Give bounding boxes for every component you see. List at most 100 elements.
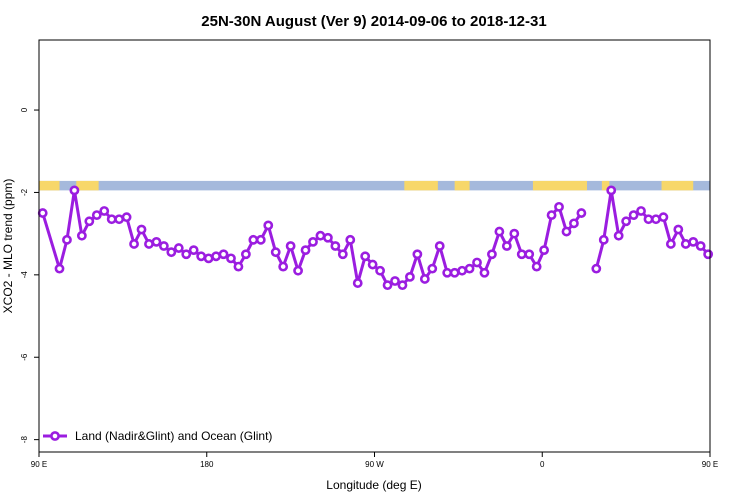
data-point — [457, 265, 468, 276]
data-point — [360, 251, 371, 262]
x-tick-label: 0 — [540, 460, 545, 469]
data-point — [248, 234, 259, 245]
land-band — [76, 180, 99, 191]
data-point — [293, 265, 303, 276]
data-point — [106, 214, 117, 225]
data-point — [434, 241, 445, 251]
land-band — [404, 180, 438, 191]
data-point — [479, 267, 490, 278]
data-point — [397, 280, 408, 291]
data-point — [561, 226, 572, 237]
data-point — [688, 236, 699, 247]
data-point — [91, 210, 102, 220]
data-point — [621, 216, 632, 227]
data-point — [308, 236, 318, 247]
data-point — [501, 241, 512, 251]
data-point — [136, 224, 147, 235]
data-point — [352, 278, 363, 288]
data-point — [218, 249, 229, 260]
data-point — [658, 212, 669, 223]
data-point — [382, 280, 393, 291]
data-point — [37, 208, 48, 218]
data-point — [69, 185, 80, 196]
data-point — [606, 185, 617, 196]
land-band — [454, 180, 470, 191]
chart-title: 25N-30N August (Ver 9) 2014-09-06 to 201… — [201, 13, 546, 30]
data-point — [62, 234, 72, 245]
data-point — [211, 251, 221, 262]
data-point — [76, 230, 87, 241]
x-tick-label: 90 E — [31, 460, 47, 469]
data-point — [144, 239, 154, 249]
data-point — [524, 249, 535, 260]
land-band — [601, 180, 610, 191]
data-point — [643, 214, 654, 225]
data-point — [539, 245, 550, 256]
data-point — [375, 265, 385, 276]
data-point — [628, 210, 639, 220]
data-point — [367, 259, 378, 270]
data-point — [240, 249, 251, 260]
y-tick-label: -2 — [20, 188, 29, 196]
data-point — [188, 245, 199, 256]
data-point — [695, 241, 706, 251]
data-point — [487, 249, 497, 260]
x-axis-label: Longitude (deg E) — [326, 478, 421, 492]
data-point — [270, 247, 281, 258]
data-point — [263, 220, 274, 231]
y-axis-label: XCO2 - MLO trend (ppm) — [1, 179, 15, 314]
data-point — [323, 232, 333, 243]
land-band — [39, 180, 60, 191]
data-point — [330, 241, 341, 251]
y-axis: 0 -2 -4 -6 -8 — [20, 107, 39, 443]
data-series — [37, 185, 714, 291]
plot-frame — [38, 39, 711, 453]
data-point — [665, 239, 676, 249]
data-point — [278, 261, 289, 272]
data-point — [166, 247, 177, 258]
data-point — [151, 236, 162, 247]
data-point — [427, 263, 438, 274]
data-point — [233, 261, 244, 272]
data-point — [569, 218, 579, 229]
data-point — [390, 276, 400, 286]
data-point — [54, 263, 65, 274]
land-band — [661, 180, 694, 191]
data-point — [203, 253, 214, 264]
data-point — [531, 261, 542, 272]
data-point — [636, 206, 646, 216]
data-point — [173, 243, 184, 253]
data-point — [680, 239, 691, 249]
x-tick-label: 180 — [200, 460, 214, 469]
data-point — [84, 216, 95, 227]
data-point — [494, 226, 505, 237]
data-point — [546, 210, 557, 220]
x-tick-label: 90 W — [365, 460, 384, 469]
data-point — [121, 212, 132, 223]
data-point — [158, 241, 169, 251]
data-point — [464, 263, 475, 274]
data-point — [703, 249, 714, 260]
legend: Land (Nadir&Glint) and Ocean (Glint) — [43, 429, 272, 443]
data-point — [226, 253, 236, 264]
data-point — [285, 241, 296, 251]
land-band — [532, 180, 587, 191]
ocean-band — [39, 180, 710, 191]
legend-label: Land (Nadir&Glint) and Ocean (Glint) — [75, 429, 272, 443]
data-point — [181, 249, 192, 260]
y-tick-label: -6 — [20, 353, 29, 361]
y-tick-label: -4 — [20, 271, 29, 279]
data-point — [598, 234, 609, 245]
x-axis: 90 E 180 90 W 0 90 E — [31, 452, 718, 469]
data-point — [442, 267, 453, 278]
data-point — [405, 271, 415, 282]
data-point — [315, 230, 326, 241]
y-tick-label: 0 — [20, 107, 29, 112]
data-point — [651, 214, 661, 225]
data-point — [419, 274, 430, 284]
data-point — [114, 214, 125, 225]
data-point — [99, 206, 110, 216]
x-tick-label: 90 E — [702, 460, 718, 469]
data-point — [516, 249, 527, 260]
